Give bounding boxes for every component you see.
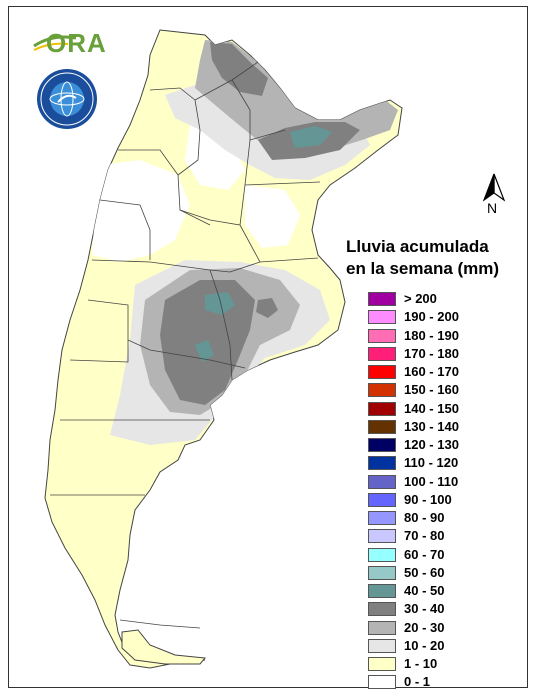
rain-zone-30-40-northeast [210,42,268,96]
legend-label: 80 - 90 [404,510,445,525]
rain-zone-40-50-pampas-north [205,292,235,315]
legend-swatch [368,657,396,671]
legend-swatch [368,310,396,325]
legend-label: 100 - 110 [404,473,459,489]
legend-label: 20 - 30 [404,619,445,635]
legend-label: 140 - 150 [404,400,459,416]
legend-swatch [368,565,396,580]
legend-label: 180 - 190 [404,327,459,343]
legend-swatch [368,383,396,398]
smn-seal-logo [36,68,98,130]
legend-swatch [368,511,396,525]
legend-label: 160 - 170 [404,364,459,379]
legend-label: 60 - 70 [404,546,445,562]
legend-swatch [368,328,396,343]
legend-swatch [368,474,396,489]
legend-swatch [368,401,396,416]
rain-zone-40-50-mesopotamia [290,126,332,148]
legend-swatch [368,346,396,361]
north-arrow: N [482,172,506,216]
legend-label: 130 - 140 [404,418,459,434]
legend-swatch [368,292,396,306]
legend-swatch [368,602,396,617]
legend-label: 40 - 50 [404,583,445,598]
legend-label: 110 - 120 [404,455,459,471]
legend-swatch [368,638,396,653]
tierra-del-fuego [121,629,206,665]
legend-label: > 200 [404,291,437,306]
weather-service-seal-icon [37,69,97,129]
legend-label: 50 - 60 [404,564,445,580]
ora-swoosh-icon [33,35,77,51]
legend-swatch [368,620,396,635]
legend-title-line-2: en la semana (mm) [346,259,500,278]
legend-swatch [368,492,396,507]
legend-label: 150 - 160 [404,382,459,398]
north-label: N [487,200,498,216]
legend-label: 1 - 10 [404,656,438,671]
rain-zone-0-1-center [245,185,300,248]
legend-swatch [368,675,396,690]
legend-swatch [368,365,396,379]
legend-swatch [368,547,396,562]
legend-label: 70 - 80 [404,528,445,544]
rain-zone-30-40-east-spot [256,298,278,318]
ora-logo: ORA [32,28,112,62]
map-frame [8,6,528,688]
rain-zone-40-50-pampas-south [195,340,214,362]
legend-swatch [368,438,396,452]
legend-label: 190 - 200 [404,309,459,325]
legend-swatch [368,456,396,471]
legend-swatch [368,584,396,598]
legend-label: 120 - 130 [404,437,459,452]
legend-title: Lluvia acumulada en la semana (mm) [346,236,499,280]
rain-zone-0-1-west [92,160,190,262]
legend-label: 10 - 20 [404,637,445,653]
ora-logo-text: ORA [46,28,107,58]
legend-label: 90 - 100 [404,491,452,507]
province-borders [50,61,321,629]
legend-label: 30 - 40 [404,601,445,617]
legend-label: 0 - 1 [404,674,431,690]
north-arrow-icon [482,173,506,202]
legend-title-line-1: Lluvia acumulada [346,237,489,256]
legend-swatch [368,419,396,434]
legend-swatch [368,529,396,544]
legend-label: 170 - 180 [404,345,459,361]
